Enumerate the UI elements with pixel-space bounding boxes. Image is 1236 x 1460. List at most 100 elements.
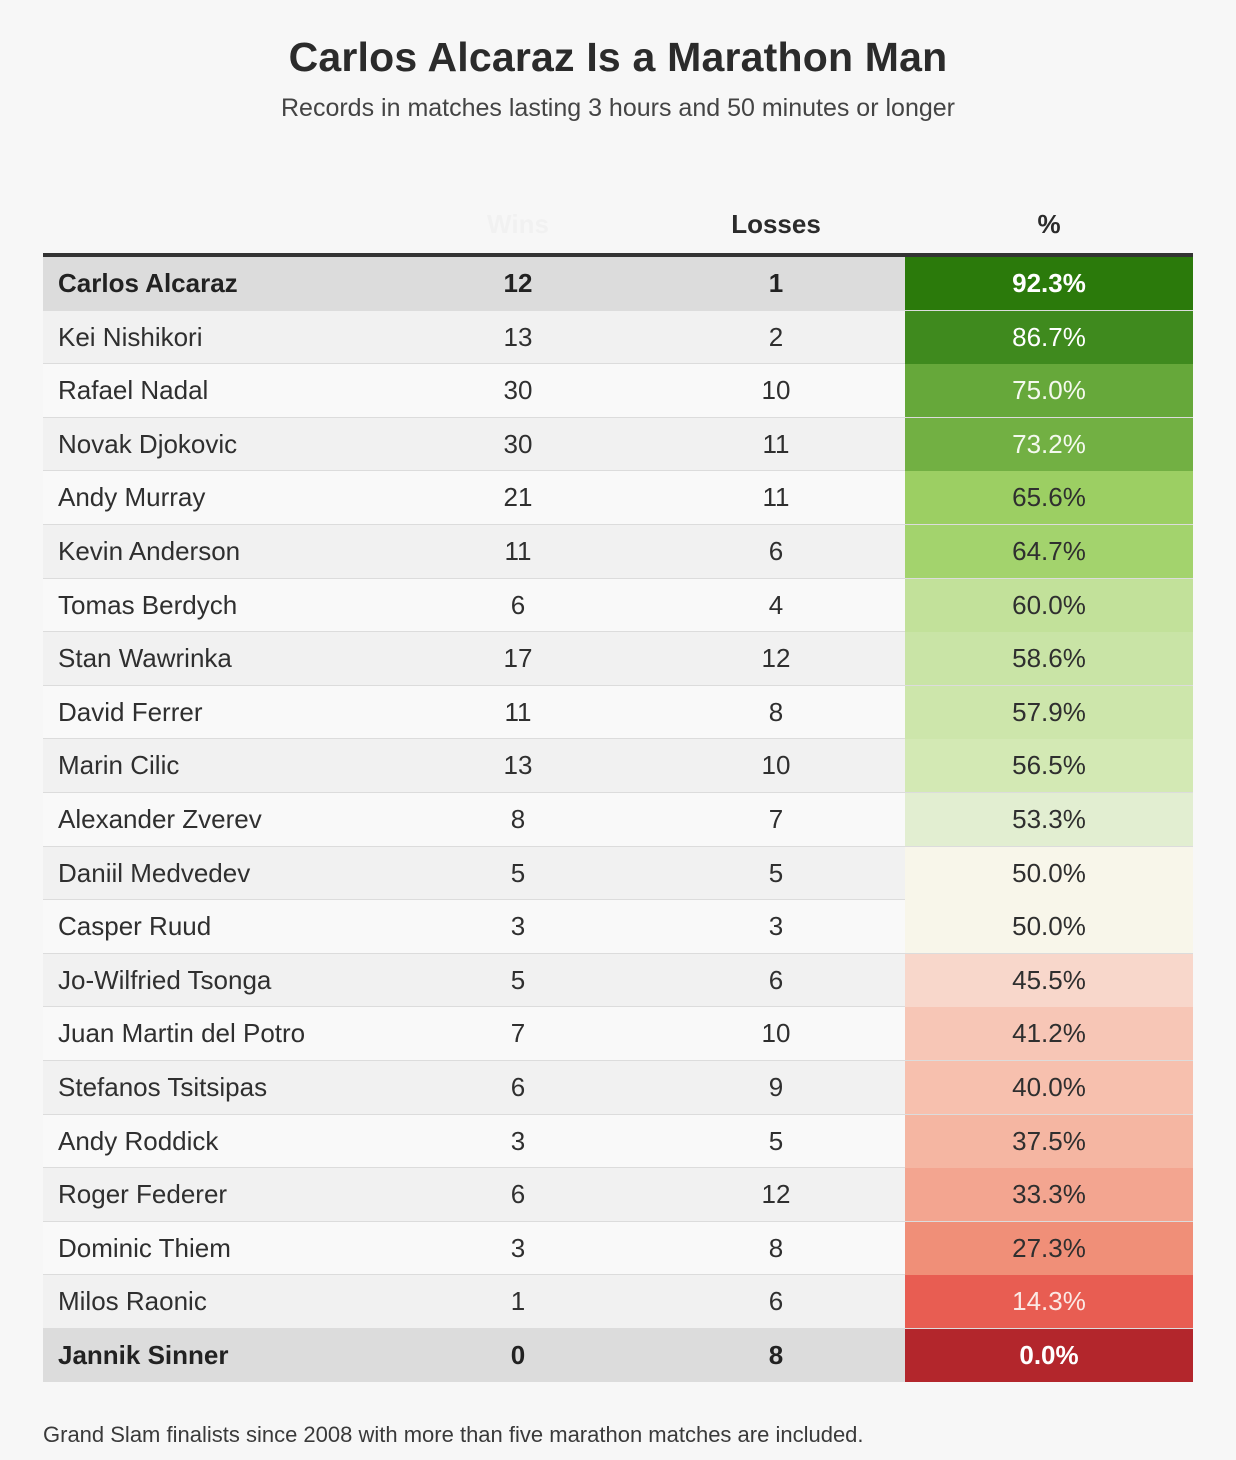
wins-value: 17 — [503, 643, 533, 674]
player-name: Andy Murray — [58, 482, 206, 513]
percent-value: 75.0% — [905, 364, 1193, 418]
records-table: Wins Losses % Carlos Alcaraz 12 1 92.3% Kei … — [43, 195, 1193, 1383]
losses-value: 6 — [768, 535, 784, 566]
percent-value: 86.7% — [905, 310, 1193, 364]
wins-value: 21 — [503, 482, 533, 513]
table-row: Daniil Medvedev 5 5 50.0% — [43, 846, 1193, 901]
table-row: Carlos Alcaraz 12 1 92.3% — [43, 257, 1193, 311]
player-name: Marin Cilic — [58, 750, 180, 781]
wins-value: 0 — [510, 1339, 526, 1370]
percent-value: 60.0% — [905, 578, 1193, 632]
player-name: Kevin Anderson — [58, 535, 241, 566]
table-row: Stefanos Tsitsipas 6 9 40.0% — [43, 1060, 1193, 1115]
percent-value: 33.3% — [905, 1168, 1193, 1222]
player-name: Stan Wawrinka — [58, 643, 232, 674]
losses-value: 12 — [761, 1179, 791, 1210]
percent-value: 14.3% — [905, 1275, 1193, 1329]
wins-value: 6 — [510, 1071, 526, 1102]
table-row: Milos Raonic 1 6 14.3% — [43, 1275, 1193, 1329]
losses-value: 3 — [768, 911, 784, 942]
player-name: Andy Roddick — [58, 1125, 219, 1156]
wins-value: 5 — [510, 964, 526, 995]
player-name: Roger Federer — [58, 1179, 228, 1210]
losses-value: 1 — [768, 268, 784, 298]
player-name: Kei Nishikori — [58, 321, 203, 352]
wins-value: 13 — [503, 321, 533, 352]
table-row: Rafael Nadal 30 10 75.0% — [43, 364, 1193, 418]
percent-value: 64.7% — [905, 524, 1193, 578]
table-row: Dominic Thiem 3 8 27.3% — [43, 1221, 1193, 1276]
losses-value: 11 — [762, 482, 790, 513]
wins-value: 6 — [510, 1179, 526, 1210]
table-row: Novak Djokovic 30 11 73.2% — [43, 417, 1193, 472]
percent-value: 92.3% — [905, 257, 1193, 310]
percent-value: 56.5% — [905, 739, 1193, 793]
wins-value: 30 — [503, 375, 533, 406]
percent-value: 50.0% — [905, 900, 1193, 954]
player-name: Carlos Alcaraz — [58, 268, 238, 298]
percent-value: 27.3% — [905, 1221, 1193, 1275]
losses-value: 8 — [768, 1339, 784, 1370]
player-name: Daniil Medvedev — [58, 857, 251, 888]
table-row: Kevin Anderson 11 6 64.7% — [43, 524, 1193, 579]
wins-value: 11 — [504, 535, 532, 566]
header-wins: Wins — [487, 209, 549, 239]
losses-value: 11 — [762, 428, 790, 459]
losses-value: 8 — [768, 1232, 784, 1263]
player-name: Stefanos Tsitsipas — [58, 1071, 268, 1102]
table-header: Wins Losses % — [43, 195, 1193, 257]
wins-value: 3 — [510, 911, 526, 942]
losses-value: 10 — [761, 375, 791, 406]
losses-value: 10 — [761, 750, 791, 781]
percent-value: 65.6% — [905, 471, 1193, 525]
losses-value: 6 — [768, 1286, 784, 1317]
player-name: David Ferrer — [58, 696, 203, 727]
table-row: David Ferrer 11 8 57.9% — [43, 685, 1193, 740]
table-body: Carlos Alcaraz 12 1 92.3% Kei Nishikori 13 2 86… — [43, 257, 1193, 1383]
wins-value: 7 — [510, 1018, 526, 1049]
table-row: Andy Murray 21 11 65.6% — [43, 471, 1193, 525]
percent-value: 37.5% — [905, 1114, 1193, 1168]
chart-title: Carlos Alcaraz Is a Marathon Man — [288, 34, 948, 80]
player-name: Casper Ruud — [58, 911, 212, 942]
wins-value: 5 — [510, 857, 526, 888]
player-name: Rafael Nadal — [58, 375, 209, 406]
wins-value: 8 — [510, 803, 526, 834]
player-name: Milos Raonic — [58, 1286, 207, 1317]
losses-value: 5 — [768, 857, 784, 888]
percent-value: 58.6% — [905, 632, 1193, 686]
header-losses: Losses — [731, 209, 821, 239]
wins-value: 30 — [503, 428, 533, 459]
table-row: Andy Roddick 3 5 37.5% — [43, 1114, 1193, 1169]
percent-value: 45.5% — [905, 953, 1193, 1007]
losses-value: 12 — [761, 643, 791, 674]
percent-value: 57.9% — [905, 685, 1193, 739]
wins-value: 3 — [510, 1232, 526, 1263]
percent-value: 0.0% — [905, 1328, 1193, 1382]
losses-value: 8 — [768, 696, 784, 727]
player-name: Jannik Sinner — [58, 1339, 229, 1370]
table-row: Jannik Sinner 0 8 0.0% — [43, 1328, 1193, 1383]
player-name: Jo-Wilfried Tsonga — [58, 964, 272, 995]
percent-value: 41.2% — [905, 1007, 1193, 1061]
table-row: Jo-Wilfried Tsonga 5 6 45.5% — [43, 953, 1193, 1008]
wins-value: 11 — [504, 696, 532, 727]
table-row: Roger Federer 6 12 33.3% — [43, 1168, 1193, 1222]
table-row: Stan Wawrinka 17 12 58.6% — [43, 632, 1193, 686]
player-name: Alexander Zverev — [58, 803, 262, 834]
table-row: Tomas Berdych 6 4 60.0% — [43, 578, 1193, 633]
header-percent: % — [1037, 209, 1061, 239]
chart-subtitle: Records in matches lasting 3 hours and 5… — [281, 94, 955, 122]
player-name: Tomas Berdych — [58, 589, 238, 620]
losses-value: 9 — [768, 1071, 784, 1102]
percent-value: 40.0% — [905, 1060, 1193, 1114]
losses-value: 10 — [761, 1018, 791, 1049]
table-row: Alexander Zverev 8 7 53.3% — [43, 792, 1193, 847]
player-name: Juan Martin del Potro — [58, 1018, 306, 1049]
wins-value: 3 — [510, 1125, 526, 1156]
percent-value: 50.0% — [905, 846, 1193, 900]
table-row: Juan Martin del Potro 7 10 41.2% — [43, 1007, 1193, 1061]
wins-value: 6 — [510, 589, 526, 620]
table-row: Casper Ruud 3 3 50.0% — [43, 900, 1193, 954]
table-row: Marin Cilic 13 10 56.5% — [43, 739, 1193, 793]
